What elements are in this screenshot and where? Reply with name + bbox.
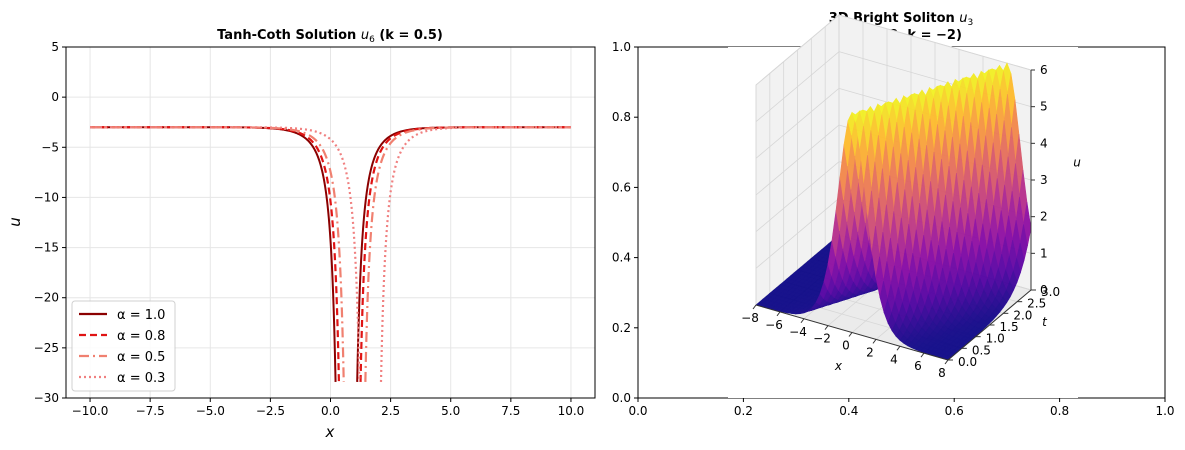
grid-z-left bbox=[755, 88, 840, 159]
grid-z-right bbox=[838, 14, 1032, 71]
x3d-tick-mark bbox=[872, 339, 877, 344]
frame-x-tick-label: 0.6 bbox=[945, 404, 964, 418]
legend-label: α = 1.0 bbox=[117, 308, 165, 323]
x3d-tick-label: 0 bbox=[842, 339, 850, 353]
t3d-tick-label: 2.5 bbox=[1027, 297, 1046, 311]
left-x-tick-label: −2.5 bbox=[256, 404, 285, 418]
right-title-math: u bbox=[959, 11, 967, 26]
left-x-tick-label: −5.0 bbox=[196, 404, 225, 418]
grid-z-left bbox=[755, 198, 840, 269]
left-y-tick-label: −15 bbox=[34, 241, 59, 255]
left-y-tick-label: 0 bbox=[51, 90, 59, 104]
t3d-tick-label: 0.0 bbox=[958, 355, 977, 369]
left-title-text: Tanh-Coth Solution bbox=[217, 28, 356, 43]
left-x-tick-label: −10.0 bbox=[72, 404, 109, 418]
series-line-alpha-0.3 bbox=[90, 126, 571, 382]
left-y-ticks: 5 0 −5 −10 −15 −20 −25 −30 bbox=[34, 40, 66, 405]
frame-x-tick-label: 0.0 bbox=[628, 404, 647, 418]
left-title: Tanh-Coth Solution u6 (k = 0.5) bbox=[217, 28, 443, 45]
t3d-tick-label: 3.0 bbox=[1041, 285, 1060, 299]
z3d-axis-label: u bbox=[1073, 155, 1081, 169]
frame-x-tick-label: 0.4 bbox=[839, 404, 858, 418]
z3d-tick-label: 6 bbox=[1040, 63, 1048, 77]
z3d-tick-label: 2 bbox=[1040, 210, 1048, 224]
right-frame-ticks: 0.0 0.2 0.4 0.6 0.8 1.0 0.0 0.2 0.4 0.6 0.8 1.0 bbox=[612, 40, 1175, 418]
grid-z-left bbox=[755, 51, 840, 122]
soliton-surface bbox=[755, 62, 1032, 361]
left-x-tick-label: 7.5 bbox=[501, 404, 520, 418]
x3d-tick-mark bbox=[776, 311, 781, 317]
t3d-tick-label: 1.0 bbox=[986, 332, 1005, 346]
x3d-tick-label: −8 bbox=[741, 311, 759, 325]
x3d-axis-label: x bbox=[834, 359, 843, 373]
left-y-tick-label: −5 bbox=[41, 140, 59, 154]
t3d-axis-label: t bbox=[1042, 315, 1048, 329]
left-title-math: u bbox=[361, 28, 369, 43]
grid-z-left bbox=[755, 14, 840, 86]
x3d-tick-mark bbox=[944, 359, 949, 365]
tanh-coth-chart: −10.0 −7.5 −5.0 −2.5 0.0 2.5 5.0 7.5 10.0 5 0 −5 −1… bbox=[6, 28, 596, 441]
frame-y-tick-label: 0.4 bbox=[612, 251, 631, 265]
left-ylabel: u bbox=[6, 217, 24, 227]
legend-label: α = 0.5 bbox=[117, 350, 165, 365]
grid-z-left bbox=[755, 161, 840, 232]
legend-label: α = 0.3 bbox=[117, 371, 165, 386]
frame-y-tick-label: 0.0 bbox=[612, 391, 631, 405]
x3d-tick-mark bbox=[896, 345, 901, 351]
z3d-tick-label: 4 bbox=[1040, 136, 1048, 150]
x3d-tick-mark bbox=[824, 325, 829, 330]
x3d-tick-label: −2 bbox=[813, 332, 831, 346]
x3d-tick-mark bbox=[920, 352, 925, 358]
t3d-tick-label: 1.5 bbox=[1000, 320, 1019, 334]
left-x-tick-label: 10.0 bbox=[558, 404, 585, 418]
frame-x-tick-label: 1.0 bbox=[1155, 404, 1174, 418]
surface-3d-axes: −8 −6 −4 −2 0 2 4 6 8 x 0.00.51.01.52.02.53.0 t 0 1 2 3… bbox=[728, 13, 1081, 398]
frame-y-tick-label: 0.8 bbox=[612, 110, 631, 124]
x3d-tick-label: −6 bbox=[765, 318, 783, 332]
z3d-tick-label: 1 bbox=[1040, 246, 1048, 260]
x3d-tick-label: 4 bbox=[890, 352, 898, 366]
bright-soliton-chart: 0.0 0.2 0.4 0.6 0.8 1.00.00.20.40.60.81.0 3D … bbox=[612, 11, 1175, 418]
right-title-sub: 3 bbox=[968, 18, 974, 28]
left-y-tick-label: −25 bbox=[34, 341, 59, 355]
frame-y-tick-label: 0.2 bbox=[612, 321, 631, 335]
left-y-tick-label: −20 bbox=[34, 291, 59, 305]
x3d-tick-mark bbox=[752, 304, 757, 310]
left-y-tick-label: −10 bbox=[34, 190, 59, 204]
left-xlabel: x bbox=[325, 423, 335, 441]
left-y-tick-label: 5 bbox=[51, 40, 59, 54]
frame-x-tick-label: 0.2 bbox=[734, 404, 753, 418]
t3d-tick-label: 2.0 bbox=[1013, 308, 1032, 322]
z3d-tick-label: 3 bbox=[1040, 173, 1048, 187]
left-x-tick-label: 2.5 bbox=[381, 404, 400, 418]
t3d-tick-label: 0.5 bbox=[972, 343, 991, 357]
x3d-tick-mark bbox=[848, 332, 853, 337]
left-x-tick-label: 0.0 bbox=[321, 404, 340, 418]
left-x-ticks: −10.0 −7.5 −5.0 −2.5 0.0 2.5 5.0 7.5 10.0 bbox=[72, 398, 585, 418]
left-x-tick-label: −7.5 bbox=[136, 404, 165, 418]
z3d-tick-label: 0 bbox=[1040, 283, 1048, 297]
left-x-tick-label: 5.0 bbox=[441, 404, 460, 418]
left-title-param: (k = 0.5) bbox=[379, 28, 443, 43]
frame-y-tick-label: 1.0 bbox=[612, 40, 631, 54]
x3d-tick-label: 8 bbox=[938, 366, 946, 380]
left-legend: α = 1.0 α = 0.8 α = 0.5 α = 0.3 bbox=[71, 300, 176, 392]
x3d-tick-label: 2 bbox=[866, 345, 874, 359]
legend-label: α = 0.8 bbox=[117, 329, 165, 344]
left-series-lines bbox=[90, 126, 571, 382]
left-y-tick-label: −30 bbox=[34, 391, 59, 405]
z3d-tick-label: 5 bbox=[1040, 100, 1048, 114]
x3d-tick-label: −4 bbox=[789, 325, 807, 339]
x3d-tick-mark bbox=[800, 318, 805, 324]
x3d-tick-label: 6 bbox=[914, 359, 922, 373]
frame-y-tick-label: 0.6 bbox=[612, 180, 631, 194]
grid-z-left bbox=[755, 124, 840, 196]
left-title-sub: 6 bbox=[369, 35, 375, 45]
legend-box bbox=[71, 300, 176, 392]
frame-x-tick-label: 0.8 bbox=[1050, 404, 1069, 418]
